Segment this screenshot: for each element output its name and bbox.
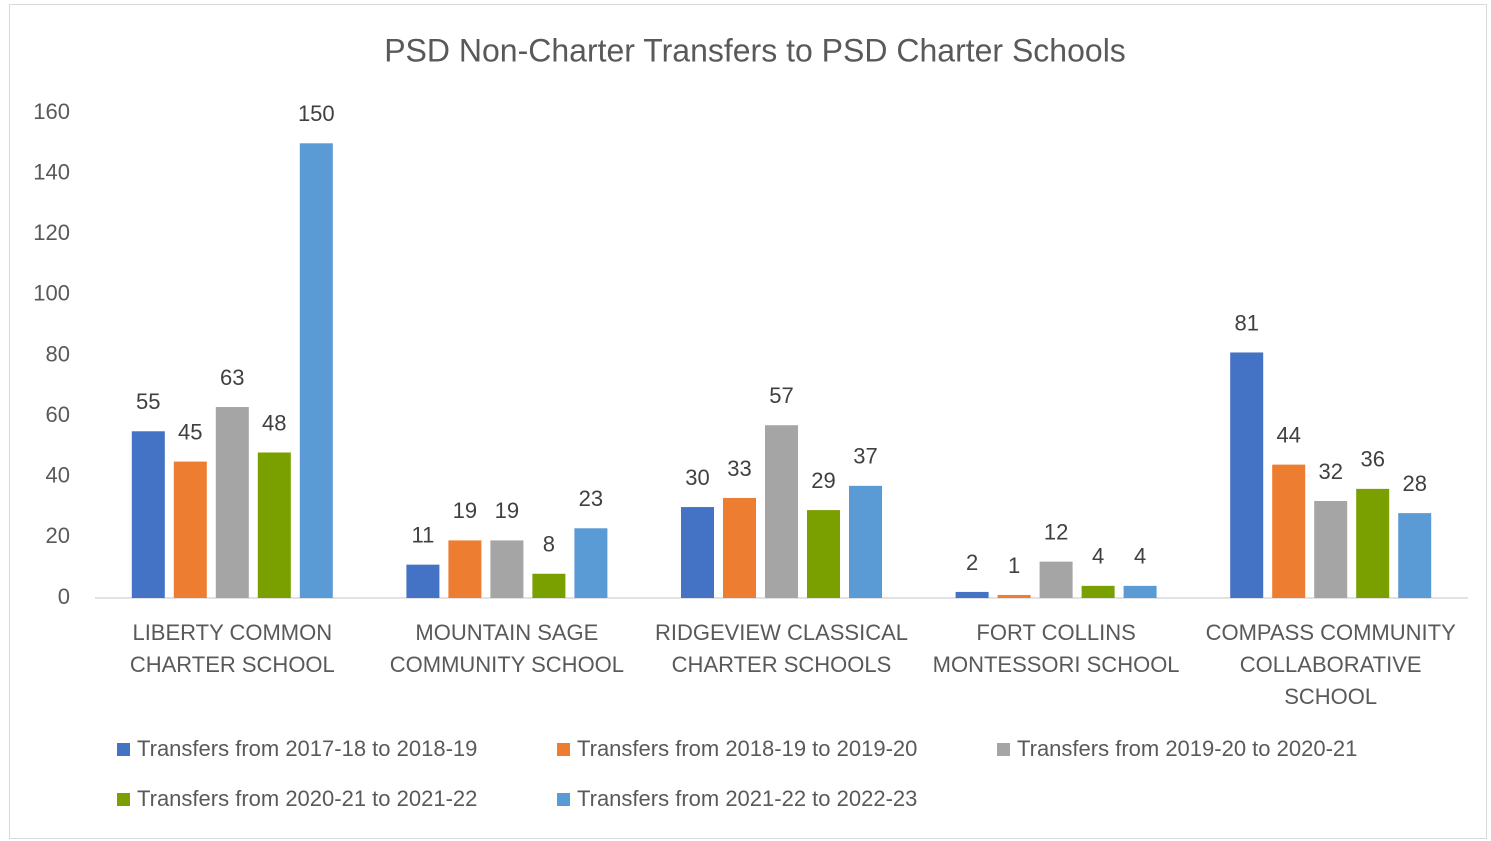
bar <box>131 431 165 598</box>
data-label: 57 <box>769 383 793 408</box>
bar <box>448 540 482 598</box>
legend-swatch <box>557 742 570 756</box>
data-label: 12 <box>1044 519 1068 544</box>
bar <box>1314 501 1348 598</box>
data-label: 23 <box>579 486 603 511</box>
bar <box>1272 464 1306 598</box>
bar <box>1230 352 1264 598</box>
legend-item: Transfers from 2021-22 to 2022-23 <box>557 786 917 812</box>
data-label: 19 <box>495 498 519 523</box>
data-label: 11 <box>411 522 434 547</box>
legend-label: Transfers from 2021-22 to 2022-23 <box>577 786 918 811</box>
bar <box>299 143 333 598</box>
chart-border <box>9 4 1487 839</box>
data-label: 45 <box>178 419 202 444</box>
data-label: 63 <box>220 365 244 390</box>
bar <box>765 425 798 598</box>
legend-item: Transfers from 2018-19 to 2019-20 <box>557 736 917 762</box>
data-label: 37 <box>853 444 877 469</box>
legend-label: Transfers from 2020-21 to 2021-22 <box>137 786 478 811</box>
bar <box>490 540 524 598</box>
y-tick-label: 60 <box>46 402 70 427</box>
data-label: 2 <box>966 550 978 575</box>
legend-swatch <box>557 792 570 806</box>
chart-title: PSD Non-Charter Transfers to PSD Charter… <box>384 32 1126 68</box>
x-tick-label: FORT COLLINS MONTESSORI SCHOOL <box>932 620 1180 677</box>
bar <box>849 485 882 598</box>
bar <box>215 407 249 598</box>
x-tick-label: COMPASS COMMUNITY COLLABORATIVE SCHOOL <box>1205 620 1456 709</box>
data-label: 29 <box>811 468 835 493</box>
y-tick-label: 0 <box>58 584 70 609</box>
bar <box>807 510 840 598</box>
legend-swatch <box>997 742 1010 756</box>
y-tick-label: 80 <box>46 341 70 366</box>
y-tick-label: 20 <box>46 523 70 548</box>
y-tick-label: 100 <box>33 281 70 306</box>
bar <box>406 564 440 598</box>
y-tick-label: 140 <box>33 159 70 184</box>
legend-item: Transfers from 2019-20 to 2020-21 <box>997 736 1357 762</box>
x-tick-label: LIBERTY COMMON CHARTER SCHOOL <box>129 620 335 677</box>
data-label: 19 <box>453 498 477 523</box>
bar <box>574 528 608 598</box>
data-label: 81 <box>1234 310 1258 335</box>
data-label: 4 <box>1092 544 1104 569</box>
legend-swatch <box>117 742 130 756</box>
data-label: 30 <box>685 465 709 490</box>
bar <box>681 507 714 598</box>
bar <box>532 573 566 598</box>
x-tick-label: RIDGEVIEW CLASSICAL CHARTER SCHOOLS <box>654 620 909 677</box>
bar <box>997 594 1031 598</box>
legend-label: Transfers from 2019-20 to 2020-21 <box>1017 736 1358 761</box>
data-label: 4 <box>1134 544 1146 569</box>
legend-item: Transfers from 2017-18 to 2018-19 <box>117 736 477 762</box>
data-label: 44 <box>1276 422 1300 447</box>
legend-label: Transfers from 2017-18 to 2018-19 <box>137 736 478 761</box>
bar <box>1398 513 1432 598</box>
legend-swatch <box>117 792 130 806</box>
legend-item: Transfers from 2020-21 to 2021-22 <box>117 786 477 812</box>
y-tick-label: 40 <box>46 463 70 488</box>
bar <box>955 591 989 598</box>
data-label: 8 <box>543 532 555 557</box>
bar <box>257 452 291 598</box>
bar <box>173 461 207 598</box>
data-label: 36 <box>1360 447 1384 472</box>
bar <box>1081 585 1115 598</box>
data-label: 32 <box>1318 459 1342 484</box>
bar <box>723 497 756 598</box>
data-label: 55 <box>136 389 160 414</box>
data-label: 48 <box>262 410 286 435</box>
x-tick-label: MOUNTAIN SAGE COMMUNITY SCHOOL <box>389 620 625 677</box>
data-label: 150 <box>298 101 335 126</box>
bar <box>1039 561 1073 598</box>
data-label: 1 <box>1008 553 1020 578</box>
bar <box>1356 488 1390 598</box>
y-tick-label: 120 <box>33 220 70 245</box>
data-label: 28 <box>1402 471 1426 496</box>
data-label: 33 <box>727 456 751 481</box>
legend-label: Transfers from 2018-19 to 2019-20 <box>577 736 918 761</box>
bar <box>1123 585 1157 598</box>
y-tick-label: 160 <box>33 99 70 124</box>
